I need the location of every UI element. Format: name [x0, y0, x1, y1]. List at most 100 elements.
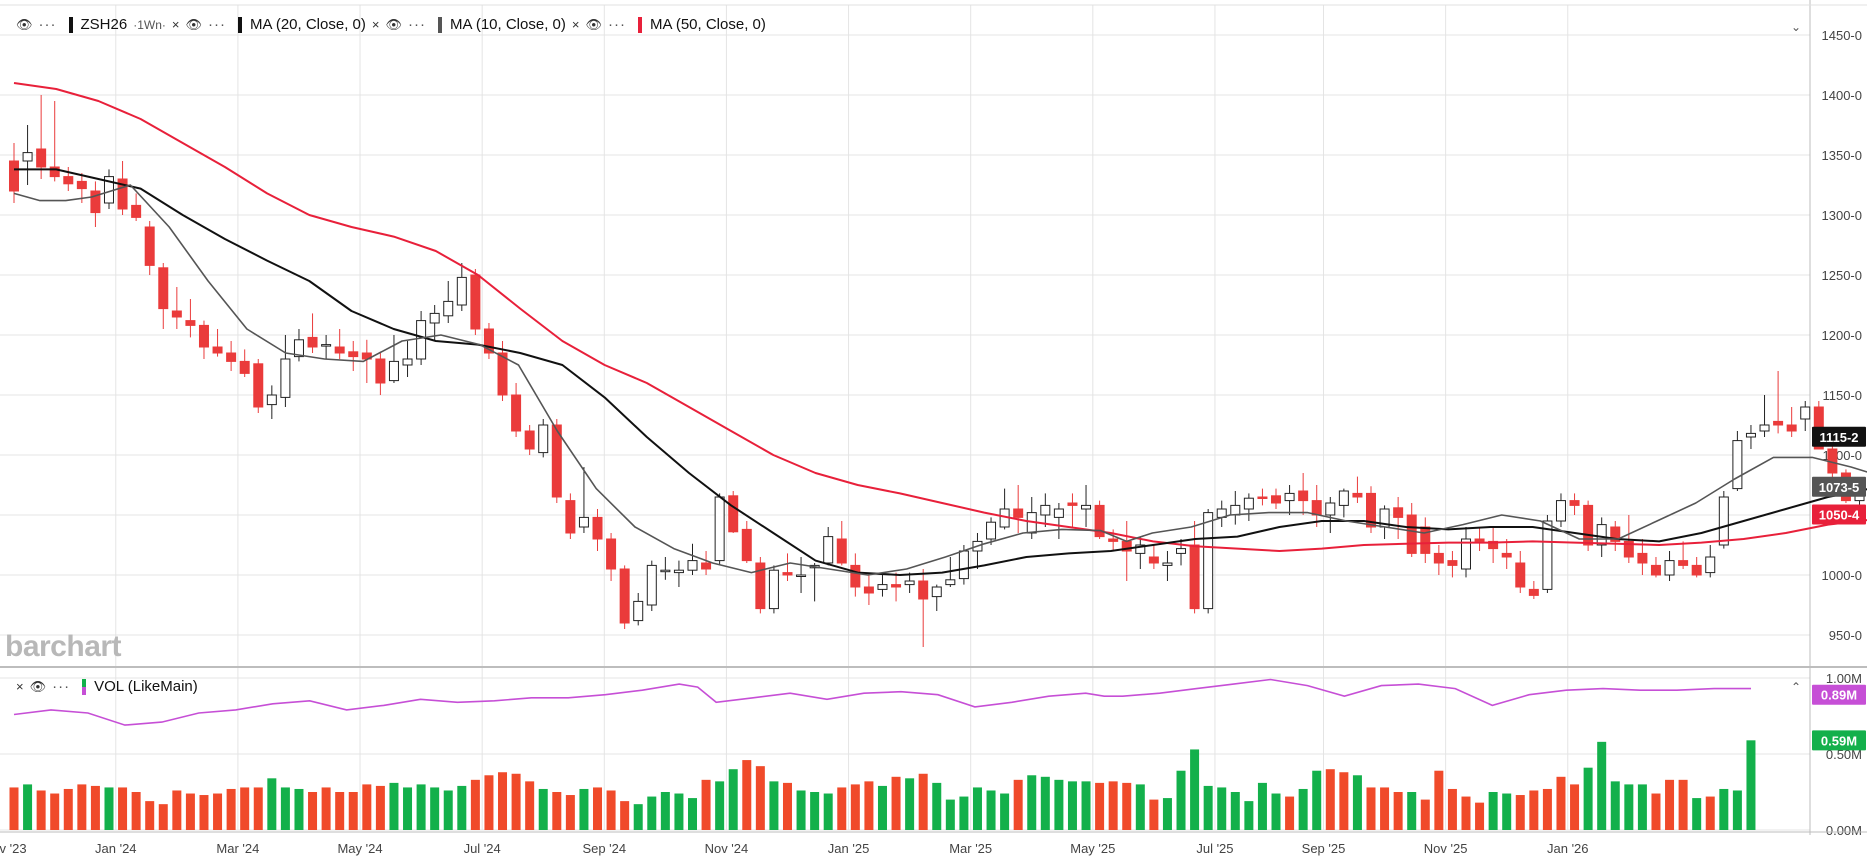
candle: [1773, 371, 1784, 434]
candle-body: [958, 550, 969, 580]
candle: [402, 341, 413, 377]
volume-bar: [918, 773, 928, 830]
candle: [918, 569, 929, 647]
chevron-up-icon[interactable]: ⌃: [1791, 680, 1802, 694]
candle-body: [945, 579, 956, 586]
candle-body: [1501, 552, 1512, 558]
x-tick-label: Jul '24: [464, 841, 501, 856]
chevron-down-icon[interactable]: ⌄: [1791, 20, 1802, 34]
candle: [253, 359, 264, 413]
ma20-line: [14, 168, 1867, 576]
y-tick-label: 950-0: [1829, 628, 1862, 643]
volume-bar: [1081, 781, 1091, 830]
volume-bar: [90, 785, 100, 830]
more-icon[interactable]: ···: [407, 16, 426, 33]
candle: [1759, 395, 1770, 437]
eye-icon[interactable]: 👁: [585, 16, 602, 32]
volume-bar: [1665, 779, 1675, 830]
candle: [497, 341, 508, 401]
volume-bar: [1583, 767, 1593, 830]
eye-icon[interactable]: 👁: [185, 16, 202, 32]
candle-body: [1108, 538, 1119, 542]
volume-bar: [1597, 741, 1607, 830]
candle: [524, 425, 535, 455]
x-tick-label: Mar '24: [216, 841, 259, 856]
candle-body: [1583, 504, 1594, 546]
candle-body: [22, 152, 33, 162]
candle: [1745, 425, 1756, 449]
candle-body: [619, 568, 630, 624]
candle-body: [986, 521, 997, 540]
volume-bar: [864, 781, 874, 830]
volume-bar: [213, 793, 223, 830]
candle: [551, 419, 562, 503]
close-icon[interactable]: ×: [171, 17, 180, 32]
volume-bar: [267, 778, 277, 830]
candle-body: [1678, 560, 1689, 566]
volume-bar: [1040, 776, 1050, 830]
close-icon[interactable]: ×: [16, 679, 24, 694]
volume-bar: [145, 801, 155, 830]
candle: [1718, 491, 1729, 549]
volume-bar: [1556, 776, 1566, 830]
candle-body: [782, 572, 793, 576]
candle-body: [1013, 508, 1024, 518]
volume-bar: [782, 782, 792, 830]
x-tick-label: Jan '26: [1547, 841, 1589, 856]
x-tick-label: Nov '25: [1424, 841, 1468, 856]
candle-body: [714, 496, 725, 562]
symbol-label: ZSH26: [80, 16, 128, 33]
candle: [714, 493, 725, 566]
candle-body: [212, 346, 223, 354]
candle-body: [511, 394, 522, 432]
more-icon[interactable]: ···: [52, 678, 71, 695]
volume-bar: [1176, 770, 1186, 830]
volume-bar: [1013, 779, 1023, 830]
candle: [1515, 551, 1526, 593]
candle-body: [931, 586, 942, 598]
candle: [226, 341, 237, 371]
volume-bar: [1705, 796, 1715, 830]
volume-bar: [647, 796, 657, 830]
candle: [1528, 581, 1539, 599]
more-icon[interactable]: ···: [607, 16, 626, 33]
volume-bar: [321, 787, 331, 830]
volume-bar: [50, 793, 60, 830]
more-icon[interactable]: ···: [38, 16, 57, 33]
candle: [538, 419, 549, 458]
eye-icon[interactable]: 👁: [29, 678, 47, 694]
volume-bar: [1488, 792, 1498, 830]
candle: [1298, 473, 1309, 515]
candle: [49, 101, 60, 182]
candle: [1678, 541, 1689, 569]
volume-bar: [1108, 781, 1118, 830]
eye-icon[interactable]: 👁: [16, 16, 33, 32]
volume-bar: [1746, 740, 1756, 830]
eye-icon[interactable]: 👁: [385, 16, 402, 32]
candle-body: [198, 324, 209, 348]
volume-bar: [158, 804, 168, 830]
candle-body: [1664, 560, 1675, 576]
legend-ma-item: × 👁 ··· MA (10, Close, 0): [372, 16, 566, 33]
close-icon[interactable]: ×: [571, 17, 580, 32]
more-icon[interactable]: ···: [207, 16, 226, 33]
period-label[interactable]: ·1Wn·: [133, 17, 166, 32]
volume-bar: [294, 788, 304, 830]
vol-price-label: 0.89M: [1812, 684, 1866, 705]
volume-bar: [1135, 784, 1145, 830]
volume-bar: [810, 792, 820, 830]
price-label: 1050-4: [1812, 504, 1866, 525]
candle: [660, 557, 671, 580]
candle: [1488, 527, 1499, 563]
volume-bar: [118, 787, 128, 830]
close-icon[interactable]: ×: [371, 17, 380, 32]
candle: [171, 287, 182, 329]
candle-body: [1298, 490, 1309, 502]
candle-body: [36, 148, 47, 168]
volume-bar: [185, 793, 195, 830]
volume-bar: [1502, 793, 1512, 830]
price-label: 1115-2: [1812, 426, 1866, 447]
volume-bar: [823, 793, 833, 830]
candle: [1013, 485, 1024, 533]
candle: [443, 281, 454, 323]
